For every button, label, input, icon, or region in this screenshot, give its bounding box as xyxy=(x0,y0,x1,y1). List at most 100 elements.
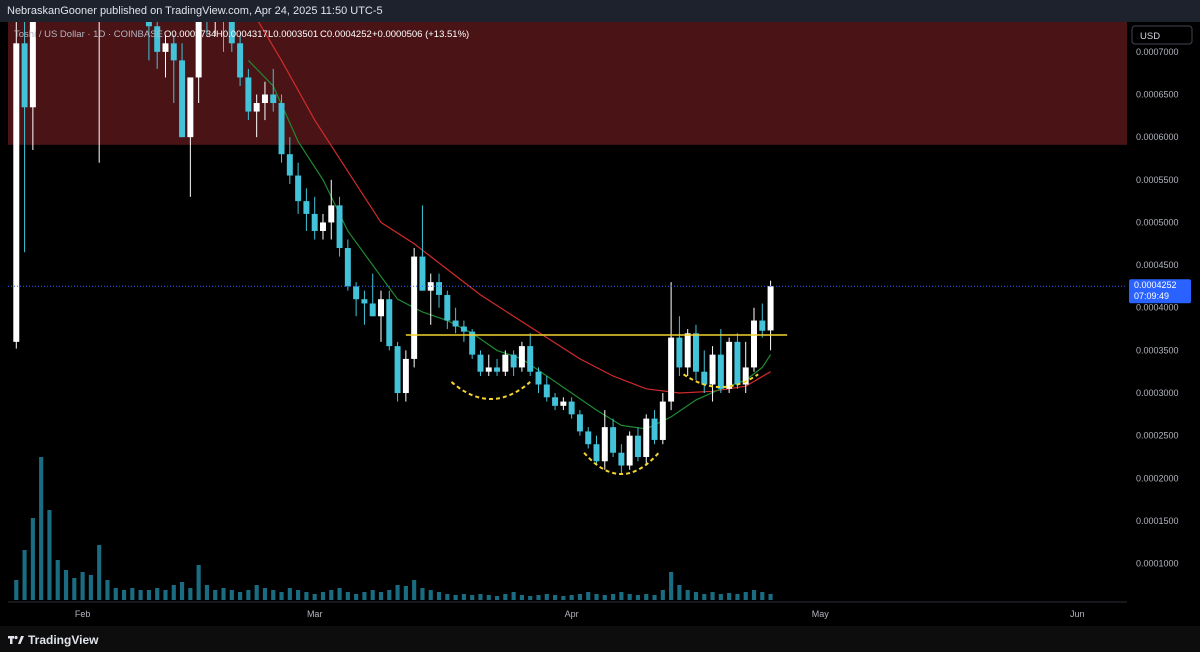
bar-countdown: 07:09:49 xyxy=(1134,291,1169,301)
candle-body xyxy=(29,22,36,108)
time-axis[interactable] xyxy=(8,602,1127,626)
candle-body xyxy=(261,94,268,104)
volume-bar xyxy=(320,592,326,600)
volume-bar xyxy=(179,582,185,600)
volume-bar xyxy=(155,588,160,600)
candle-body xyxy=(510,354,517,368)
candle-body xyxy=(659,401,666,440)
candle-body xyxy=(460,326,467,332)
volume-bar xyxy=(14,580,19,600)
volume-bar xyxy=(561,596,566,600)
rounded-bottom-arc xyxy=(583,452,660,475)
volume-bar xyxy=(80,572,85,600)
candle-body xyxy=(634,435,641,457)
volume-bar xyxy=(196,565,201,600)
volume-bar xyxy=(403,586,408,600)
volume-bar xyxy=(602,595,607,600)
volume-bar xyxy=(586,592,591,600)
candle-body xyxy=(353,286,360,300)
volume-bar xyxy=(362,592,367,600)
price-tick-label: 0.0001000 xyxy=(1136,559,1179,569)
candle-body xyxy=(402,358,409,394)
volume-bar xyxy=(702,594,707,600)
legend-close: C0.0004252 xyxy=(320,29,372,40)
candle-body xyxy=(21,43,28,108)
volume-bar xyxy=(39,457,44,600)
volume-bar xyxy=(370,590,375,600)
volume-bar xyxy=(412,580,417,600)
candle-body xyxy=(336,205,343,249)
volume-bar xyxy=(55,560,60,600)
volume-bar xyxy=(552,595,558,600)
price-tick-label: 0.0005500 xyxy=(1136,175,1179,185)
resistance-zone xyxy=(8,22,1127,145)
volume-bar xyxy=(271,590,276,600)
price-tick-label: 0.0002500 xyxy=(1136,431,1179,441)
volume-bar xyxy=(619,592,624,600)
candle-body xyxy=(469,331,476,355)
candle-body xyxy=(311,213,318,231)
current-price-label: 0.0004252 xyxy=(1134,280,1177,290)
volume-bar xyxy=(453,595,458,600)
candle-body xyxy=(692,333,699,372)
candle-body xyxy=(154,26,161,52)
candle-body xyxy=(676,337,683,368)
volume-bar xyxy=(221,588,226,600)
volume-bar xyxy=(354,594,359,600)
volume-bar xyxy=(478,594,483,600)
volume-bar xyxy=(511,592,516,600)
candle-body xyxy=(253,103,260,112)
tradingview-logo[interactable]: TradingView xyxy=(8,632,98,647)
symbol-legend: Toshi / US Dollar · 1D · COINBASE O0.000… xyxy=(14,29,469,40)
volume-bar xyxy=(685,590,690,600)
candle-body xyxy=(643,418,650,457)
candle-body xyxy=(610,427,617,453)
publish-info: NebraskanGooner published on TradingView… xyxy=(7,5,383,17)
price-tick-label: 0.0002000 xyxy=(1136,473,1179,483)
volume-bar xyxy=(494,596,500,600)
candle-body xyxy=(717,354,724,389)
volume-bar xyxy=(105,580,110,600)
time-tick-label: May xyxy=(812,609,830,619)
volume-bar xyxy=(63,570,69,600)
candle-body xyxy=(278,103,285,155)
volume-bar xyxy=(72,578,77,600)
time-tick-label: Feb xyxy=(75,609,91,619)
candle-body xyxy=(386,299,393,347)
candle-body xyxy=(436,282,443,295)
volume-bar xyxy=(420,588,425,600)
volume-bar xyxy=(130,588,135,600)
volume-bar xyxy=(113,588,118,600)
legend-symbol: Toshi / US Dollar · 1D · COINBASE xyxy=(14,29,163,40)
price-tick-label: 0.0003000 xyxy=(1136,388,1179,398)
price-axis[interactable] xyxy=(1127,22,1200,626)
candle-body xyxy=(626,435,633,466)
candle-body xyxy=(303,201,310,214)
candle-body xyxy=(237,43,244,78)
volume-bar xyxy=(577,594,583,600)
volume-bar xyxy=(669,572,674,600)
publish-bar: NebraskanGooner published on TradingView… xyxy=(0,0,1200,22)
price-chart[interactable]: 0.0007000 0.0006500 0.0006000 0.0005500 0.00… xyxy=(0,22,1200,626)
candle-body xyxy=(245,77,252,112)
volume-bar xyxy=(345,592,350,600)
candle-body xyxy=(585,431,592,445)
candle-body xyxy=(709,354,716,385)
currency-button[interactable]: USD xyxy=(1131,25,1193,45)
volume-bar xyxy=(304,592,309,600)
volume-bar xyxy=(279,592,284,600)
candle-body xyxy=(477,354,484,372)
legend-low: L0.0003501 xyxy=(268,29,318,40)
volume-bar xyxy=(768,594,773,600)
candle-body xyxy=(378,299,384,317)
volume-bar xyxy=(727,593,732,600)
candle-body xyxy=(228,22,235,44)
candle-body xyxy=(427,282,434,291)
tradingview-logo-icon xyxy=(8,635,24,644)
currency-label: USD xyxy=(1140,31,1160,42)
candle-body xyxy=(742,367,749,385)
candle-body xyxy=(568,401,575,415)
volume-bar xyxy=(718,594,723,600)
volume-bar xyxy=(97,545,102,600)
price-tick-label: 0.0004500 xyxy=(1136,260,1179,270)
